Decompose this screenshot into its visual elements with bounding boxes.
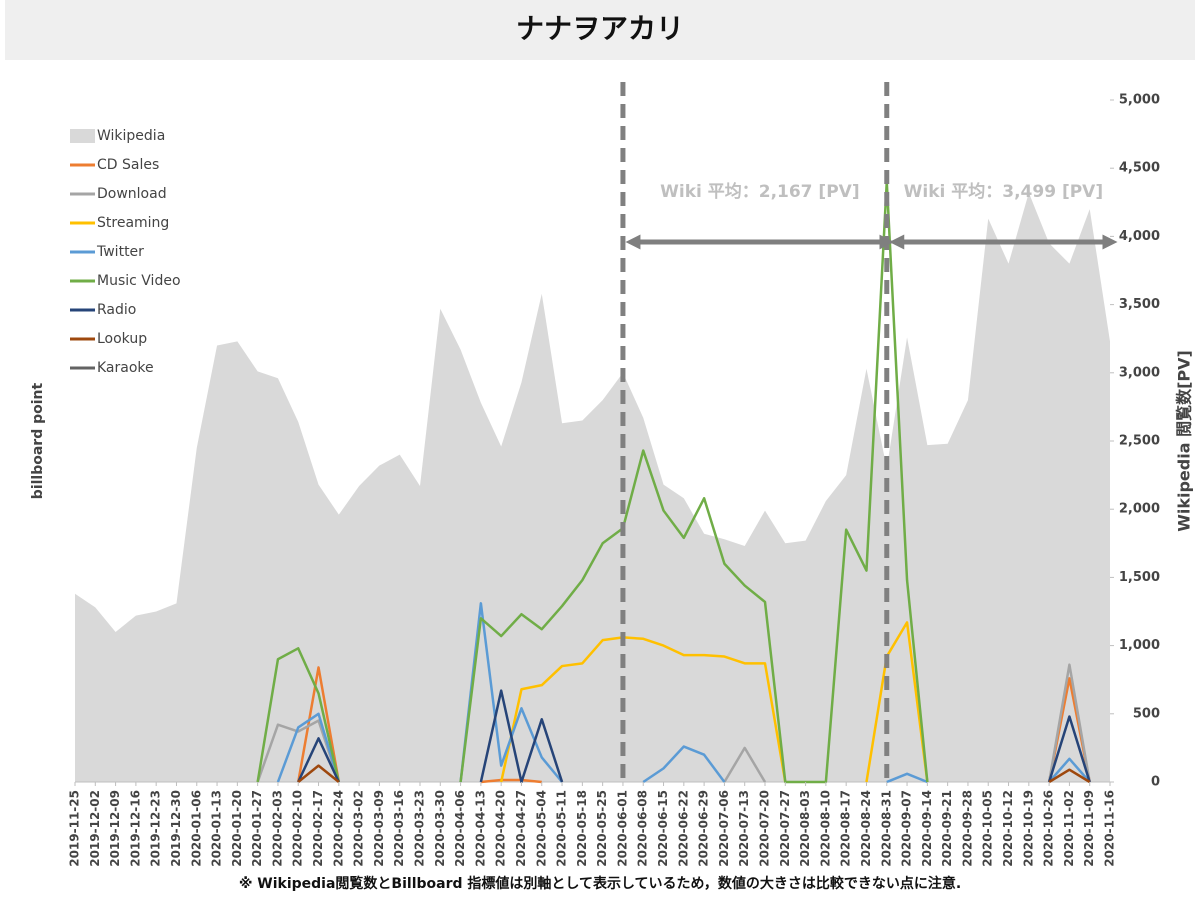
x-tick-label: 2020-06-08 [636, 790, 650, 867]
legend-label: Download [97, 186, 167, 202]
x-tick-label: 2020-09-07 [900, 790, 914, 867]
x-tick-label: 2020-06-29 [697, 790, 711, 867]
x-tick-label: 2020-03-30 [433, 790, 447, 867]
x-tick-label: 2020-04-06 [453, 790, 467, 867]
x-tick-label: 2020-08-24 [859, 790, 873, 867]
series-line [256, 180, 929, 784]
x-tick-label: 2020-09-21 [940, 790, 954, 867]
chart-title: ナナヲアカリ [516, 12, 684, 45]
x-tick-label: 2020-01-27 [250, 790, 264, 867]
x-tick-label: 2020-07-27 [778, 790, 792, 867]
y2-axis-label: Wikipedia 閲覧数[PV] [1175, 350, 1194, 532]
x-tick-label: 2019-12-23 [149, 790, 163, 867]
series-line [499, 621, 929, 783]
x-tick-label: 2020-02-03 [270, 790, 284, 867]
x-tick-label: 2020-08-03 [798, 790, 812, 867]
x-tick-label: 2020-10-12 [1001, 790, 1015, 867]
x-tick-label: 2020-04-20 [494, 790, 508, 867]
y2-tick-label: 1,000 [1119, 638, 1160, 653]
x-tick-label: 2020-03-09 [372, 790, 386, 867]
legend-label: Lookup [97, 331, 147, 347]
title-band [5, 0, 1195, 60]
x-tick-label: 2020-01-20 [230, 790, 244, 867]
annotation-text: Wiki 平均：3,499 [PV] [904, 181, 1103, 202]
x-tick-label: 2020-02-17 [311, 790, 325, 867]
x-tick-label: 2020-03-16 [392, 790, 406, 867]
x-tick-label: 2020-09-14 [920, 790, 934, 867]
x-tick-label: 2019-12-09 [108, 790, 122, 867]
x-tick-label: 2020-11-16 [1103, 790, 1117, 867]
series-line [297, 764, 1091, 784]
x-tick-label: 2020-10-05 [981, 790, 995, 867]
legend-label: CD Sales [97, 157, 159, 173]
y2-tick-label: 1,500 [1119, 570, 1160, 585]
legend-label: Karaoke [97, 360, 154, 376]
x-tick-label: 2020-09-28 [960, 790, 974, 867]
legend-swatch [70, 129, 95, 143]
x-tick-label: 2020-04-27 [514, 790, 528, 867]
y2-tick-label: 3,500 [1119, 297, 1160, 312]
x-tick-label: 2020-08-17 [839, 790, 853, 867]
x-tick-label: 2020-03-23 [413, 790, 427, 867]
y2-tick-label: 5,000 [1119, 93, 1160, 108]
x-tick-label: 2020-01-13 [210, 790, 224, 867]
y-axis-label: billboard point [30, 382, 46, 499]
wikipedia-area [75, 192, 1110, 782]
legend-label: Music Video [97, 273, 181, 289]
y2-tick-label: 500 [1133, 706, 1160, 721]
x-tick-label: 2020-10-26 [1042, 790, 1056, 867]
y2-tick-label: 4,000 [1119, 229, 1160, 244]
x-tick-label: 2020-07-06 [717, 790, 731, 867]
x-tick-label: 2020-05-25 [595, 790, 609, 867]
x-tick-label: 2020-11-09 [1082, 790, 1096, 867]
x-tick-label: 2020-05-18 [575, 790, 589, 867]
x-tick-label: 2019-12-02 [88, 790, 102, 867]
x-tick-label: 2020-10-19 [1021, 790, 1035, 867]
y2-tick-label: 0 [1151, 775, 1160, 790]
footnote: ※ Wikipedia閲覧数とBillboard 指標値は別軸として表示している… [239, 875, 961, 892]
legend-label: Radio [97, 302, 136, 318]
legend-label: Streaming [97, 215, 169, 231]
x-tick-label: 2020-07-20 [758, 790, 772, 867]
annotation-text: Wiki 平均：2,167 [PV] [660, 181, 859, 202]
x-tick-label: 2020-06-22 [676, 790, 690, 867]
x-tick-label: 2020-02-10 [291, 790, 305, 867]
y2-tick-label: 4,500 [1119, 161, 1160, 176]
y2-tick-label: 2,500 [1119, 434, 1160, 449]
legend-label: Twitter [96, 244, 144, 260]
x-tick-label: 2020-01-06 [189, 790, 203, 867]
x-tick-label: 2020-07-13 [737, 790, 751, 867]
x-tick-label: 2019-11-25 [68, 790, 82, 867]
x-tick-label: 2019-12-16 [128, 790, 142, 867]
x-tick-label: 2020-08-31 [879, 790, 893, 867]
x-tick-label: 2020-05-11 [555, 790, 569, 867]
x-tick-label: 2020-03-02 [352, 790, 366, 867]
series-line [256, 663, 1091, 783]
x-tick-label: 2020-04-13 [473, 790, 487, 867]
x-tick-label: 2020-06-01 [615, 790, 629, 867]
legend-label: Wikipedia [97, 128, 165, 144]
x-tick-label: 2020-02-24 [331, 790, 345, 867]
x-tick-label: 2020-08-10 [818, 790, 832, 867]
x-tick-label: 2020-05-04 [534, 790, 548, 867]
x-tick-label: 2019-12-30 [169, 790, 183, 867]
y2-tick-label: 3,000 [1119, 365, 1160, 380]
x-tick-label: 2020-11-02 [1062, 790, 1076, 867]
x-tick-label: 2020-06-15 [656, 790, 670, 867]
y2-tick-label: 2,000 [1119, 502, 1160, 517]
